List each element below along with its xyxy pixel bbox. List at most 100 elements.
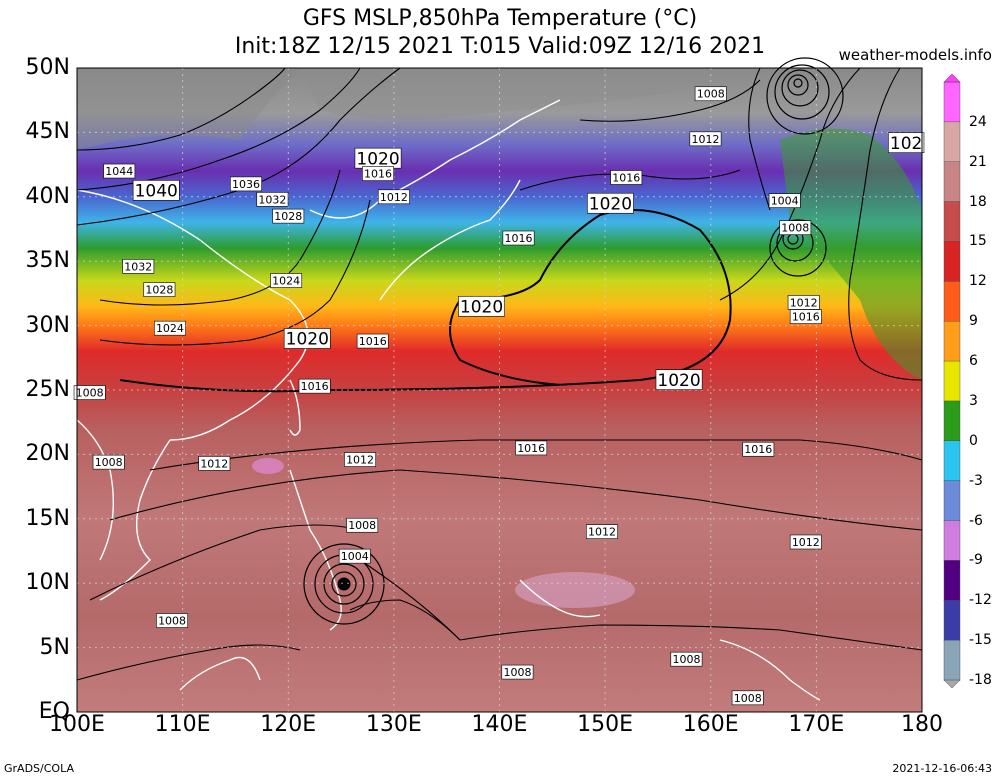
isobar-label: 1016 (742, 441, 775, 457)
field-overlay (252, 458, 284, 474)
lat-tick-label: 50N (25, 55, 70, 80)
svg-text:1008: 1008 (95, 456, 123, 469)
svg-text:1028: 1028 (145, 283, 173, 296)
svg-text:1012: 1012 (200, 457, 228, 470)
lat-tick-label: 40N (25, 183, 70, 209)
isobar-label: 1020 (354, 147, 402, 169)
svg-text:1040: 1040 (135, 181, 178, 201)
svg-text:1008: 1008 (734, 692, 762, 705)
isobar-label: 1008 (156, 613, 189, 628)
isobar-label: 1036 (230, 176, 262, 192)
colorbar-tick-label: -12 (969, 592, 992, 609)
svg-text:1016: 1016 (359, 335, 387, 348)
lon-tick-label: 120E (260, 712, 317, 737)
svg-text:1008: 1008 (503, 666, 531, 679)
lon-tick-label: 180 (901, 712, 943, 737)
lon-tick-label: 150E (577, 712, 634, 737)
field-overlay (77, 68, 300, 150)
footer-software: GrADS/COLA (4, 762, 74, 775)
colorbar-segment (943, 480, 961, 522)
isobar-label: 1008 (346, 517, 379, 533)
svg-text:1032: 1032 (124, 260, 152, 273)
svg-text:1008: 1008 (697, 88, 725, 101)
svg-text:1024: 1024 (156, 322, 184, 335)
lon-tick-label: 160E (682, 712, 739, 737)
colorbar-segment (943, 600, 961, 641)
colorbar-min-arrow (943, 679, 961, 689)
lat-tick-label: 20N (25, 441, 70, 467)
isobar-label: 1024 (270, 273, 303, 288)
isobar-label: 1032 (256, 192, 289, 207)
svg-text:1004: 1004 (771, 195, 799, 208)
field-overlay (780, 128, 922, 380)
isobar-label: 1016 (610, 170, 643, 185)
isobar-label: 1012 (198, 456, 231, 471)
lat-tick-label: 10N (25, 570, 70, 596)
isobar-label: 1020 (458, 295, 505, 317)
svg-text:1020: 1020 (286, 330, 329, 350)
lat-tick-label: 5N (39, 634, 70, 660)
colorbar-segment (943, 81, 961, 123)
isobar-label: 1028 (143, 282, 176, 297)
isobar-label: 1020 (587, 192, 634, 214)
isobar-label: 1008 (501, 664, 534, 680)
colorbar-segment (943, 400, 961, 442)
isobar-label: 1008 (73, 385, 106, 400)
svg-text:1012: 1012 (588, 526, 616, 539)
colorbar-segment (943, 639, 961, 681)
isobar-label: 1008 (694, 86, 727, 102)
isobar-label: 1032 (122, 259, 155, 274)
colorbar-tick-label: -18 (969, 672, 992, 688)
svg-text:1024: 1024 (272, 274, 300, 287)
isobar-label: 1020 (655, 369, 703, 391)
svg-text:1004: 1004 (341, 550, 369, 563)
svg-text:1016: 1016 (612, 171, 640, 184)
isobar-label: 1020 (283, 328, 331, 350)
isobar-label: 1016 (362, 166, 394, 181)
colorbar-tick-label: 15 (969, 233, 987, 250)
colorbar-segment (943, 121, 961, 163)
svg-text:1008: 1008 (781, 222, 809, 235)
lon-tick-label: 130E (365, 712, 422, 737)
svg-text:1028: 1028 (274, 210, 302, 223)
colorbar-tick-label: 6 (969, 353, 978, 370)
colorbar-segment (943, 321, 961, 362)
svg-text:1016: 1016 (517, 442, 545, 455)
map-frame (76, 67, 923, 713)
svg-text:1008: 1008 (672, 653, 700, 666)
isobar-label: 1004 (338, 548, 371, 564)
colorbar-segment (943, 520, 961, 562)
colorbar-segment (943, 440, 961, 482)
colorbar-tick-label: -3 (969, 472, 983, 489)
isobar-label: 1012 (789, 534, 822, 550)
isobar-label: 1016 (515, 440, 548, 456)
svg-text:1008: 1008 (348, 519, 376, 532)
svg-text:1020: 1020 (657, 371, 700, 391)
svg-text:1016: 1016 (792, 311, 820, 324)
isobar-label: 1016 (502, 230, 535, 246)
colorbar-tick-label: 3 (969, 392, 978, 409)
isobar-label: 102 (888, 132, 925, 154)
colorbar-tick-label: -9 (969, 552, 983, 569)
svg-text:1012: 1012 (346, 454, 374, 467)
lat-tick-label: 15N (25, 505, 70, 531)
lon-tick-label: 170E (788, 712, 845, 737)
colorbar-tick-label: -15 (969, 632, 992, 649)
lat-tick-label: EQ (38, 699, 70, 724)
lat-tick-label: 45N (25, 119, 70, 145)
field-overlay (300, 68, 760, 120)
isobar-label: 1028 (272, 208, 305, 224)
svg-text:1012: 1012 (380, 191, 408, 204)
colorbar-tick-label: 21 (969, 153, 987, 170)
svg-text:1020: 1020 (460, 297, 503, 317)
svg-text:1016: 1016 (301, 380, 329, 393)
field-overlay (515, 572, 635, 608)
isobar-label: 1008 (731, 690, 764, 706)
isobar-label: 1004 (768, 193, 801, 208)
lat-tick-label: 25N (25, 377, 70, 402)
isobar-label: 1012 (689, 131, 722, 147)
colorbar-segment (943, 560, 961, 601)
svg-text:1016: 1016 (364, 168, 392, 181)
colorbar-max-arrow (943, 73, 961, 83)
